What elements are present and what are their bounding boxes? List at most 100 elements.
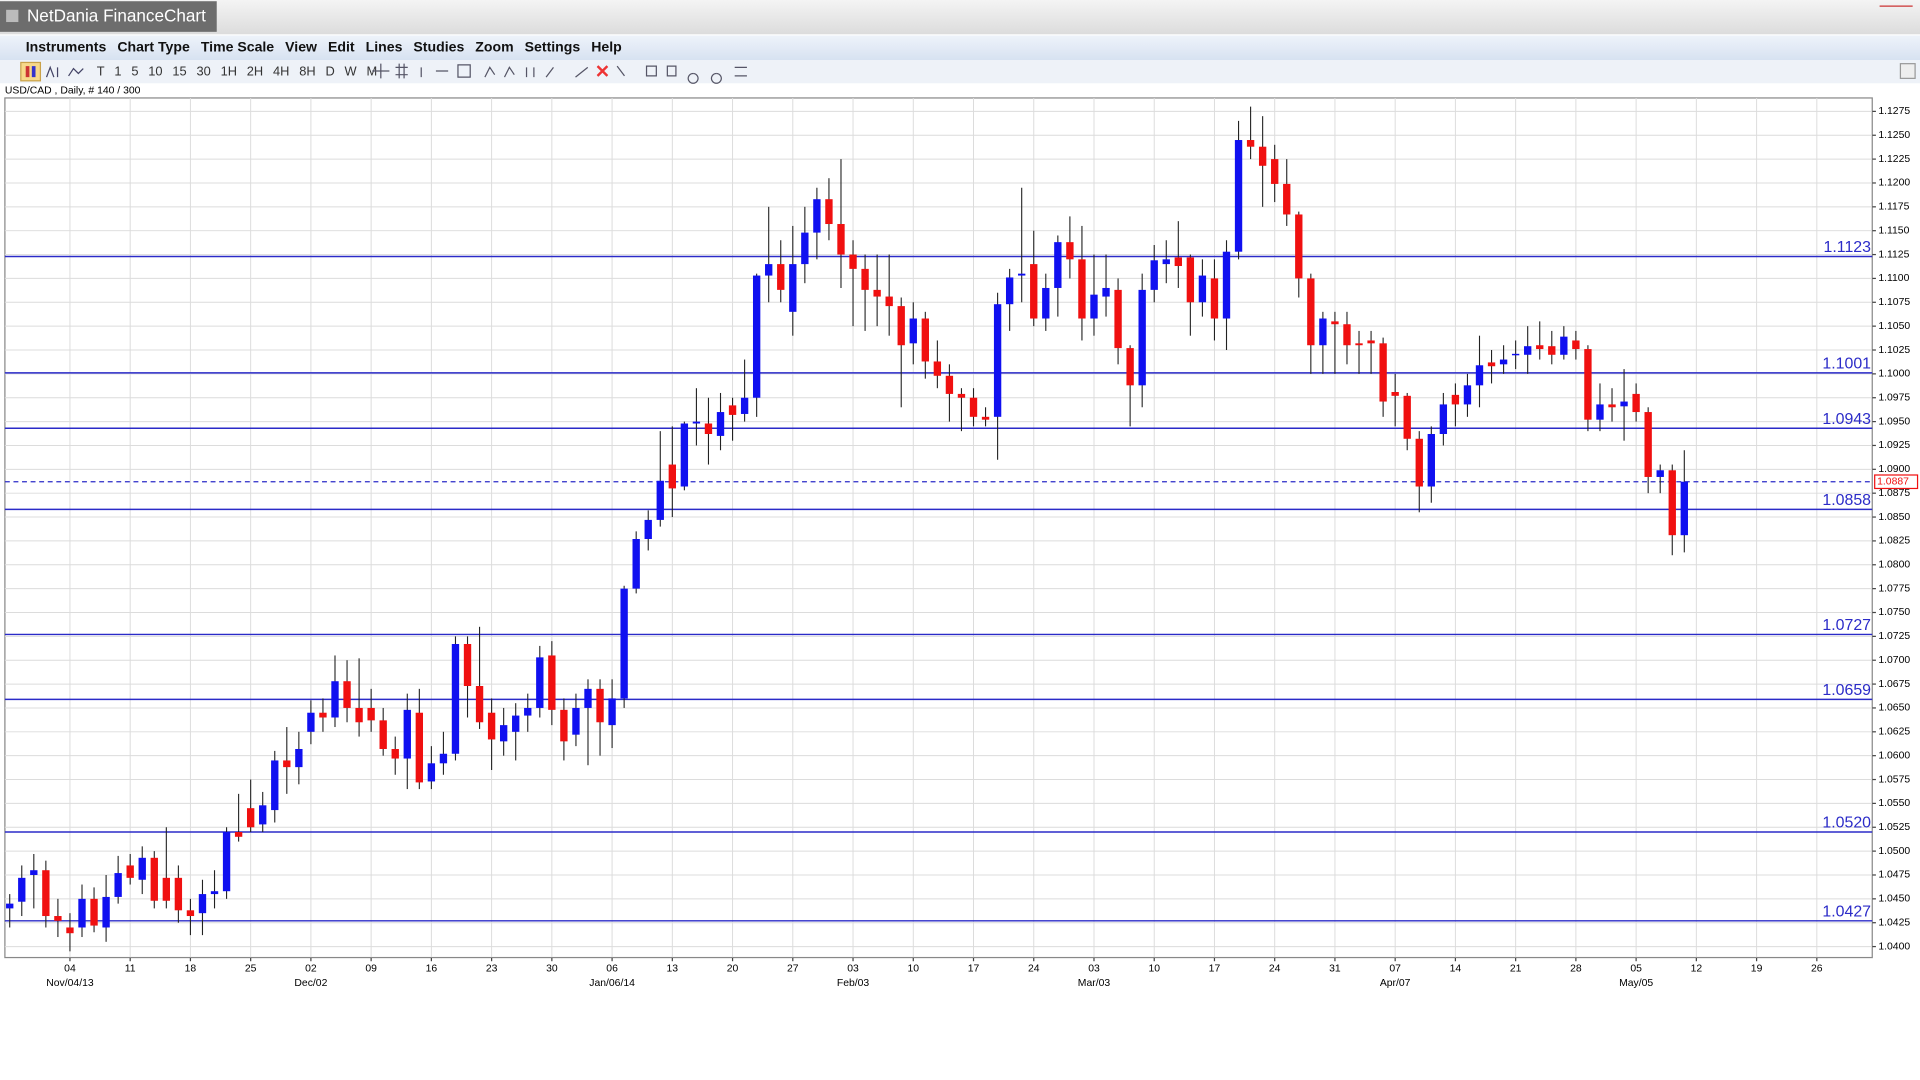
menu-item[interactable]: Chart Type [117,38,190,54]
menu-bar [0,35,1920,60]
menu-item[interactable]: Studies [413,38,464,54]
menu-item[interactable]: Lines [366,38,403,54]
candle-body [1560,336,1568,355]
timescale-button[interactable]: 30 [196,64,210,79]
level-label: 1.0520 [1822,815,1871,832]
candle-body [861,268,869,290]
y-tick-label: 1.0950 [1878,416,1910,427]
candle-body [1511,353,1520,356]
y-tick-label: 1.0425 [1878,917,1910,928]
x-group-label: May/05 [1619,978,1653,989]
y-tick-label: 1.0975 [1878,392,1910,403]
candle-body [1572,340,1580,350]
candle-body [307,712,315,732]
level-label: 1.0727 [1822,617,1871,634]
menu-item[interactable]: Edit [328,38,355,54]
candle-body [1608,404,1616,408]
candle-body [813,199,821,233]
candle-body [1078,259,1086,319]
timescale-button[interactable]: 2H [247,64,263,79]
candle-body [524,707,532,716]
candle-body [560,709,568,742]
candle-body [1054,242,1062,288]
tool-icons[interactable] [45,65,84,78]
candle-body [1524,346,1532,355]
y-tick-label: 1.0675 [1878,679,1910,690]
x-tick-label: 20 [727,963,739,974]
last-price-label: 1.0887 [1877,476,1909,487]
candle-body [584,688,592,708]
timescale-button[interactable]: W [345,64,358,79]
menu-item[interactable]: Zoom [475,38,513,54]
timescale-button[interactable]: 1 [114,64,121,79]
x-tick-label: 31 [1329,963,1341,974]
candle-body [355,707,363,723]
timescale-button[interactable]: M [366,64,377,79]
x-tick-label: 07 [1389,963,1401,974]
menu-item[interactable]: Time Scale [201,38,274,54]
candle-body [777,264,785,290]
menu-item[interactable]: Help [591,38,622,54]
candle-body [222,832,231,892]
candle-body [1548,346,1556,355]
candle-body [1018,273,1026,276]
candle-body [1656,470,1664,477]
y-tick-label: 1.0550 [1878,798,1910,809]
candle-body [114,873,122,897]
candle-body [1367,340,1375,344]
candle-body [1499,359,1508,365]
candle-body [234,832,243,837]
x-group-label: Apr/07 [1380,978,1411,989]
x-tick-label: 10 [907,963,919,974]
y-tick-label: 1.0525 [1878,822,1910,833]
tool-icon [25,66,30,78]
candle-body [608,698,616,726]
x-group-label: Nov/04/13 [46,978,94,989]
candle-body [536,657,544,708]
timescale-button[interactable]: 8H [299,64,315,79]
x-tick-label: 03 [1088,963,1100,974]
y-tick-label: 1.0875 [1878,488,1910,499]
y-tick-label: 1.0775 [1878,583,1910,594]
candle-body [1150,260,1158,290]
timescale-button[interactable]: 10 [148,64,162,79]
timescale-button[interactable]: 15 [172,64,186,79]
level-label: 1.1123 [1824,239,1872,256]
candle-body [1162,259,1170,265]
x-tick-label: 09 [365,963,377,974]
candle-body [451,643,460,754]
timescale-button[interactable]: 1H [221,64,237,79]
x-tick-label: 16 [426,963,438,974]
menu-item[interactable]: View [285,38,317,54]
y-tick-label: 1.1175 [1878,202,1909,213]
timescale-button[interactable]: T [97,64,105,79]
x-tick-label: 24 [1028,963,1040,974]
timescale-button[interactable]: 5 [131,64,138,79]
menu: Instruments Chart Type Time Scale View Edit L… [26,38,622,54]
candle-body [126,865,134,878]
menu-item[interactable]: Instruments [26,38,107,54]
level-label: 1.0858 [1822,492,1871,509]
candle-body [415,712,424,783]
y-tick-label: 1.1000 [1878,369,1910,380]
tool-delete[interactable] [596,65,609,77]
candle-body [644,519,652,540]
candle-body [499,725,508,742]
candle-body [765,264,773,276]
y-tick-label: 1.0750 [1878,607,1910,618]
candle-body [1331,321,1339,325]
candle-body [487,712,496,740]
candle-body [957,393,966,398]
y-tick-label: 1.0600 [1878,750,1910,761]
y-tick-label: 1.0500 [1878,846,1910,857]
menu-item[interactable]: Settings [525,38,581,54]
tool-candle[interactable] [20,61,42,82]
timescale-button[interactable]: D [325,64,334,79]
panel-button[interactable] [1899,63,1916,79]
candles [6,106,1688,952]
x-group-label: Jan/06/14 [589,978,635,989]
candle-body [1319,318,1327,346]
candle-body [921,318,929,362]
y-tick-label: 1.1200 [1878,178,1910,189]
timescale-button[interactable]: 4H [273,64,289,79]
